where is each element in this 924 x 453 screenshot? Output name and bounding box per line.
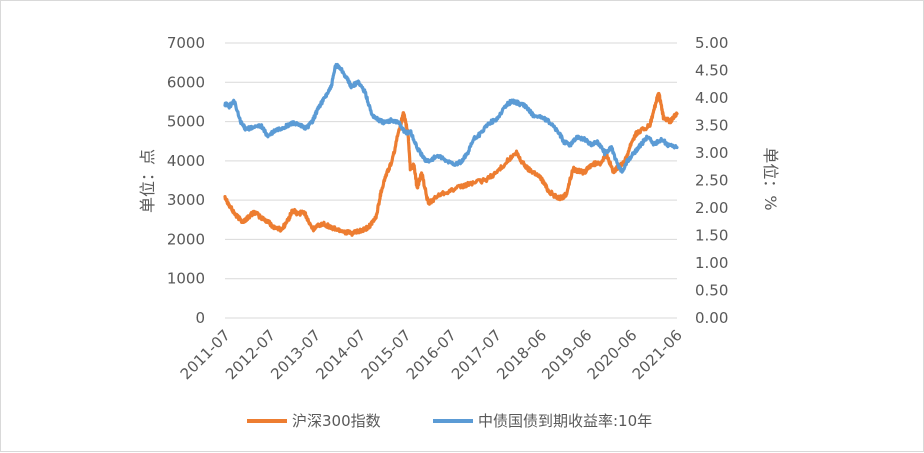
- left-tick-label: 1000: [167, 270, 205, 288]
- gridlines: [225, 42, 677, 319]
- left-tick-label: 2000: [167, 230, 205, 248]
- left-tick-label: 0: [195, 309, 205, 327]
- right-tick-label: 4.50: [695, 62, 728, 80]
- left-axis-ticks: 0 1000 2000 3000 4000 5000 6000 7000: [167, 34, 205, 327]
- legend: 沪深300指数 中债国债到期收益率:10年: [247, 412, 652, 430]
- right-tick-label: 2.00: [695, 199, 728, 217]
- right-tick-label: 2.50: [695, 172, 728, 190]
- right-tick-label: 3.00: [695, 144, 728, 162]
- left-tick-label: 4000: [167, 152, 205, 170]
- x-tick-label: 2021-06: [629, 326, 686, 383]
- right-tick-label: 5.00: [695, 34, 728, 52]
- x-axis-ticks: 2011-072012-072013-072014-072015-072016-…: [177, 326, 686, 383]
- right-tick-label: 1.50: [695, 227, 728, 245]
- right-tick-label: 1.00: [695, 254, 728, 272]
- left-tick-label: 6000: [167, 73, 205, 91]
- series-lines: [223, 62, 679, 237]
- right-axis-ticks: 0.00 0.50 1.00 1.50 2.00 2.50 3.00 3.50 4.00 4.50…: [695, 34, 728, 327]
- right-tick-label: 4.00: [695, 89, 728, 107]
- series-line-hs300: [223, 91, 679, 237]
- legend-label-hs300: 沪深300指数: [292, 412, 381, 430]
- series-line-bond-yield: [223, 62, 679, 174]
- right-tick-label: 0.50: [695, 282, 728, 300]
- right-tick-label: 3.50: [695, 117, 728, 135]
- legend-label-bond-yield: 中债国债到期收益率:10年: [478, 412, 652, 430]
- left-axis-title: 单位：点: [138, 149, 157, 213]
- right-axis-title: 单位：%: [761, 147, 780, 210]
- left-tick-label: 5000: [167, 113, 205, 131]
- left-tick-label: 7000: [167, 34, 205, 52]
- left-tick-label: 3000: [167, 191, 205, 209]
- right-tick-label: 0.00: [695, 309, 728, 327]
